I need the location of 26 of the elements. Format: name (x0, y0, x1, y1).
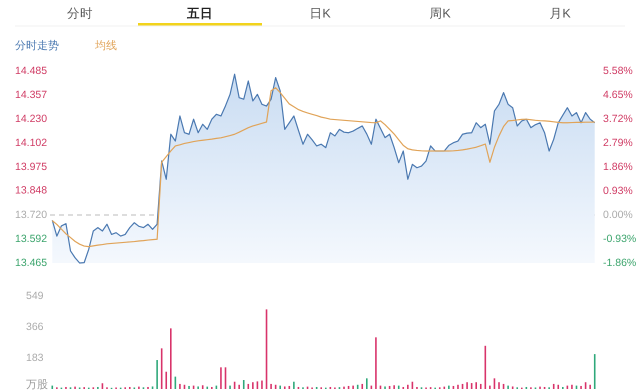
y-tick-label: 549 (26, 290, 44, 302)
y2-tick-label: 0.93% (603, 184, 633, 197)
line-series (52, 87, 596, 248)
y2-tick-label: 4.65% (603, 88, 633, 101)
y2-tick-label: 1.86% (603, 160, 633, 173)
y-tick-label: 14.230 (15, 112, 48, 125)
y-tick-label: 366 (26, 320, 44, 333)
y-tick-label: 13.465 (15, 256, 48, 269)
y2-tick-label: 5.58% (603, 64, 633, 77)
y2-tick-label: 0.00% (603, 208, 633, 221)
y-axis-title: 万股 (26, 378, 48, 391)
y-tick-label: 183 (26, 352, 44, 364)
y-tick-label: 14.485 (15, 64, 48, 77)
y-tick-label: 13.592 (15, 232, 48, 245)
y-tick-label: 13.720 (15, 208, 48, 221)
y2-tick-label: -1.86% (603, 256, 636, 269)
y-tick-label: 13.975 (15, 160, 48, 173)
y-tick-label: 14.102 (15, 136, 48, 149)
y-tick-label: 13.848 (15, 184, 48, 197)
y2-tick-label: 2.79% (603, 136, 633, 149)
tabs: 分时 五日 日K 周K 月K (14, 6, 626, 26)
y2-tick-label: -0.93% (603, 232, 636, 245)
text: 分时走势 (15, 38, 59, 52)
y2-tick-label: 3.72% (603, 112, 633, 125)
y-tick-label: 14.357 (15, 88, 48, 101)
text: 均线 (94, 38, 117, 52)
